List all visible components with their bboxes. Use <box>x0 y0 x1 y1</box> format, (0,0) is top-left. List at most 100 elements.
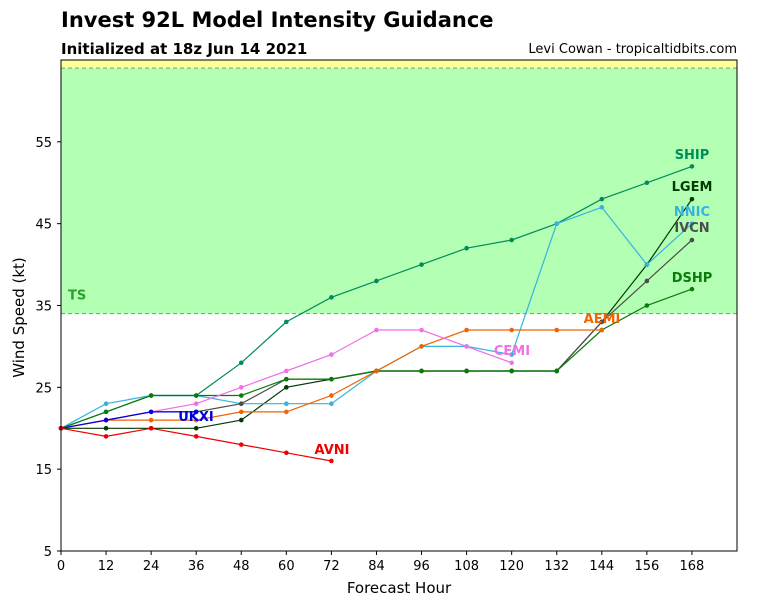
series-line-avni <box>60 427 332 462</box>
point-aemi-4 <box>238 409 244 415</box>
point-ivcn-4 <box>238 401 244 407</box>
point-cemi-5 <box>284 368 289 374</box>
point-aemi-9 <box>464 327 469 333</box>
point-ship-10 <box>509 237 514 243</box>
series-label-avni: AVNI <box>315 443 350 458</box>
point-dshp-9 <box>464 368 469 374</box>
point-aemi-11 <box>554 327 560 333</box>
point-aemi-5 <box>284 409 289 415</box>
point-aemi-10 <box>509 327 514 333</box>
point-dshp-14 <box>689 286 695 292</box>
point-ivcn-13 <box>644 278 650 284</box>
point-nnic-14 <box>689 221 695 226</box>
point-nnic-10 <box>509 352 514 357</box>
point-avni-4 <box>238 442 244 447</box>
point-dshp-2 <box>148 393 154 398</box>
point-ukxi-3 <box>193 409 199 415</box>
chart-title: Invest 92L Model Intensity Guidance <box>61 8 494 32</box>
point-cemi-4 <box>238 385 244 390</box>
series-label-aemi: AEMI <box>584 312 621 327</box>
point-dshp-8 <box>419 368 424 374</box>
x-tick-label-13: 156 <box>634 559 659 574</box>
band-0 <box>61 68 737 314</box>
point-cemi-7 <box>374 327 379 333</box>
point-aemi-2 <box>148 417 154 423</box>
point-aemi-6 <box>329 393 334 398</box>
series-label-cemi: CEMI <box>494 344 530 359</box>
band-1 <box>61 60 737 69</box>
point-avni-6 <box>329 458 334 464</box>
point-lgem-5 <box>284 385 289 390</box>
series-label-ship: SHIP <box>675 148 710 163</box>
x-tick-label-5: 60 <box>278 559 295 574</box>
x-tick-label-8: 96 <box>413 559 430 574</box>
point-aemi-3 <box>193 417 199 423</box>
axes-layer: 0 12 24 36 48 60 72 84 96 108 120 132 144 156 168 5 15 25… <box>35 136 704 574</box>
point-cemi-6 <box>329 352 334 357</box>
point-avni-1 <box>103 434 109 439</box>
series-label-ukxi: UKXI <box>178 410 214 425</box>
x-tick-label-6: 72 <box>323 559 340 574</box>
point-nnic-6 <box>329 401 334 407</box>
point-dshp-1 <box>103 409 109 415</box>
point-lgem-4 <box>238 417 244 423</box>
point-ukxi-2 <box>148 409 154 415</box>
x-tick-label-9: 108 <box>454 559 479 574</box>
point-nnic-12 <box>599 205 605 210</box>
point-cemi-8 <box>419 327 424 333</box>
point-cemi-9 <box>464 344 469 349</box>
point-lgem-14 <box>689 196 695 202</box>
point-aemi-12 <box>599 327 605 333</box>
point-nnic-13 <box>644 262 650 267</box>
point-ivcn-14 <box>689 237 695 243</box>
point-ship-14 <box>689 164 695 169</box>
x-tick-label-14: 168 <box>680 559 705 574</box>
chart-credit: Levi Cowan - tropicaltidbits.com <box>528 42 737 57</box>
point-aemi-7 <box>374 368 379 374</box>
point-dshp-3 <box>193 393 199 398</box>
point-avni-2 <box>148 425 154 431</box>
x-tick-label-11: 132 <box>544 559 569 574</box>
point-ivcn-12 <box>599 319 605 325</box>
point-ship-5 <box>284 319 289 325</box>
x-tick-label-0: 0 <box>57 559 65 574</box>
x-tick-label-1: 12 <box>98 559 115 574</box>
point-nnic-1 <box>103 401 109 407</box>
point-dshp-6 <box>329 376 334 382</box>
point-ship-9 <box>464 245 469 251</box>
x-tick-label-12: 144 <box>589 559 614 574</box>
point-dshp-13 <box>644 303 650 308</box>
point-dshp-11 <box>554 368 560 374</box>
point-aemi-8 <box>419 344 424 349</box>
point-ship-12 <box>599 196 605 202</box>
x-tick-label-4: 48 <box>233 559 250 574</box>
x-tick-label-2: 24 <box>143 559 160 574</box>
point-nnic-5 <box>284 401 289 407</box>
y-axis-label: Wind Speed (kt) <box>10 257 28 378</box>
point-ship-7 <box>374 278 379 284</box>
series-label-dshp: DSHP <box>672 271 713 286</box>
x-tick-label-3: 36 <box>188 559 205 574</box>
point-avni-5 <box>284 450 289 456</box>
point-ship-4 <box>238 360 244 366</box>
y-tick-label-0: 5 <box>44 545 52 560</box>
y-tick-label-2: 25 <box>35 381 52 396</box>
x-tick-label-7: 84 <box>368 559 385 574</box>
series-label-lgem: LGEM <box>672 180 713 195</box>
lines-layer <box>58 164 695 464</box>
point-dshp-5 <box>284 376 289 382</box>
chart-subtitle: Initialized at 18z Jun 14 2021 <box>61 40 308 58</box>
x-tick-label-10: 120 <box>499 559 524 574</box>
point-ukxi-1 <box>103 417 109 423</box>
point-avni-3 <box>193 434 199 439</box>
y-tick-label-3: 35 <box>35 300 52 315</box>
series-line-ukxi <box>60 411 197 429</box>
point-nnic-11 <box>554 221 560 226</box>
point-lgem-3 <box>193 425 199 431</box>
point-dshp-4 <box>238 393 244 398</box>
x-axis-label: Forecast Hour <box>347 579 452 597</box>
point-ship-6 <box>329 295 334 300</box>
point-ship-13 <box>644 180 650 186</box>
